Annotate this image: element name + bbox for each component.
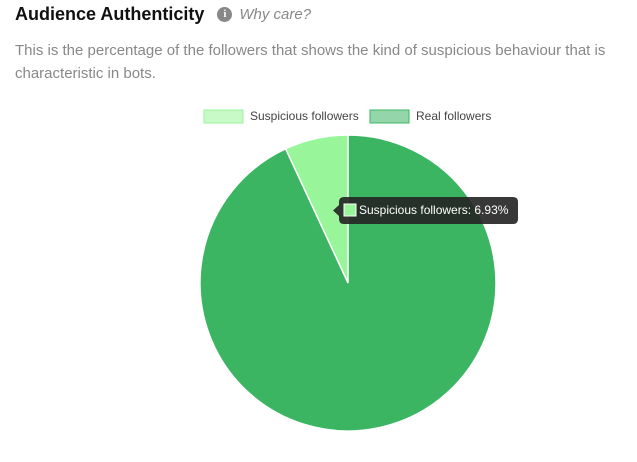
description: This is the percentage of the followers … — [15, 42, 606, 82]
pie-slice — [199, 134, 497, 432]
header: Audience Authenticity i Why care? — [15, 4, 311, 25]
title: Audience Authenticity — [15, 4, 205, 24]
legend-label: Suspicious followers — [250, 109, 359, 123]
tooltip-text: Suspicious followers: 6.93% — [359, 203, 509, 217]
legend-swatch — [203, 109, 244, 124]
info-icon[interactable]: i — [217, 7, 233, 22]
legend-swatch — [369, 109, 410, 124]
legend-label: Real followers — [416, 109, 491, 123]
help-link[interactable]: Why care? — [239, 6, 312, 23]
tooltip-box — [333, 197, 518, 224]
tooltip-swatch — [343, 203, 357, 217]
tooltip: Suspicious followers: 6.93% — [333, 197, 518, 224]
